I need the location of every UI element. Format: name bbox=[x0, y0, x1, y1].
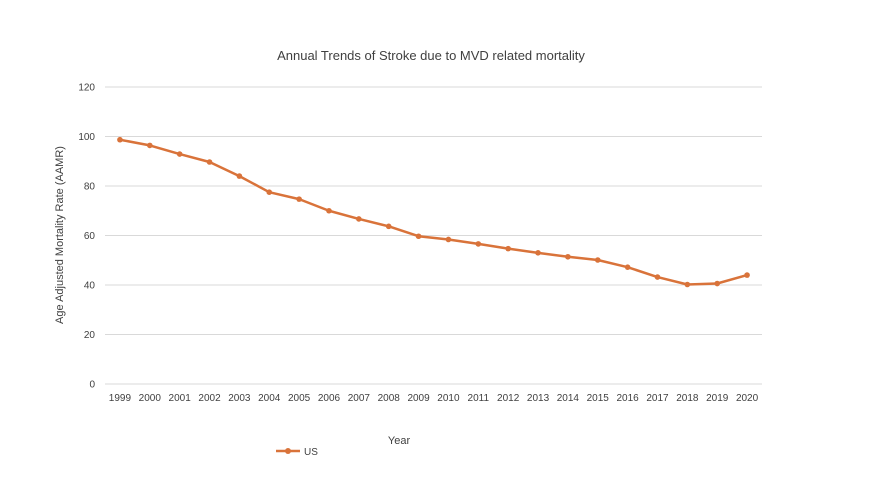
series-group bbox=[117, 136, 750, 288]
data-point bbox=[475, 241, 482, 247]
y-tick-label: 80 bbox=[84, 182, 96, 193]
gridlines bbox=[105, 86, 762, 385]
x-tick-label: 2012 bbox=[497, 393, 520, 404]
x-tick-label: 2008 bbox=[378, 393, 401, 404]
x-tick-label: 2005 bbox=[288, 393, 311, 404]
x-tick-label: 2001 bbox=[169, 393, 192, 404]
x-tick-label: 2006 bbox=[318, 393, 341, 404]
chart-title: Annual Trends of Stroke due to MVD relat… bbox=[277, 48, 585, 63]
x-tick-label: 2019 bbox=[706, 393, 729, 404]
x-tick-label: 2016 bbox=[616, 393, 639, 404]
data-point bbox=[565, 253, 571, 260]
data-point bbox=[326, 207, 332, 214]
data-point bbox=[206, 159, 213, 165]
data-point bbox=[296, 196, 302, 202]
y-tick-label: 60 bbox=[84, 231, 96, 242]
x-tick-label: 1999 bbox=[109, 393, 132, 404]
data-point bbox=[146, 142, 153, 149]
data-point bbox=[236, 173, 243, 179]
x-axis-label: Year bbox=[388, 435, 411, 447]
x-tick-label: 2000 bbox=[139, 393, 162, 404]
x-tick-label: 2015 bbox=[587, 393, 610, 404]
data-point bbox=[415, 233, 422, 240]
data-point bbox=[594, 257, 601, 263]
data-point bbox=[385, 223, 392, 230]
x-axis-ticks: 1999 2000 2001 2002 2003 2004 2005 2006 2007 2008… bbox=[109, 393, 759, 404]
data-point bbox=[535, 250, 541, 256]
data-point bbox=[266, 189, 273, 195]
data-point bbox=[176, 151, 183, 157]
x-tick-label: 2010 bbox=[437, 393, 460, 404]
data-point bbox=[654, 274, 661, 280]
x-tick-label: 2018 bbox=[676, 393, 699, 404]
y-axis-label: Age Adjusted Mortality Rate (AAMR) bbox=[54, 146, 66, 324]
data-point bbox=[356, 216, 362, 222]
x-tick-label: 2004 bbox=[258, 393, 281, 404]
data-point bbox=[684, 281, 691, 288]
data-point bbox=[624, 264, 631, 270]
series-line-us bbox=[118, 138, 749, 286]
x-tick-label: 2014 bbox=[557, 393, 580, 404]
x-tick-label: 2011 bbox=[468, 393, 490, 404]
x-tick-label: 2003 bbox=[228, 393, 251, 404]
y-tick-label: 120 bbox=[78, 83, 95, 94]
x-tick-label: 2020 bbox=[736, 393, 759, 404]
data-point bbox=[505, 245, 511, 252]
y-tick-label: 20 bbox=[84, 330, 96, 341]
data-point bbox=[445, 236, 452, 243]
x-tick-label: 2009 bbox=[407, 393, 430, 404]
y-tick-label: 0 bbox=[89, 380, 95, 391]
data-point bbox=[744, 272, 750, 278]
data-point bbox=[117, 136, 123, 143]
legend-label-us: US bbox=[304, 447, 318, 458]
x-tick-label: 2002 bbox=[198, 393, 221, 404]
x-tick-label: 2017 bbox=[646, 393, 669, 404]
legend-marker-us bbox=[285, 448, 291, 454]
y-tick-label: 100 bbox=[78, 132, 95, 143]
legend: US bbox=[276, 447, 318, 458]
x-tick-label: 2007 bbox=[348, 393, 371, 404]
data-point bbox=[714, 280, 721, 287]
x-tick-label: 2013 bbox=[527, 393, 550, 404]
y-tick-label: 40 bbox=[84, 281, 96, 292]
y-axis-ticks: 0 20 40 60 80 100 120 bbox=[78, 83, 95, 391]
